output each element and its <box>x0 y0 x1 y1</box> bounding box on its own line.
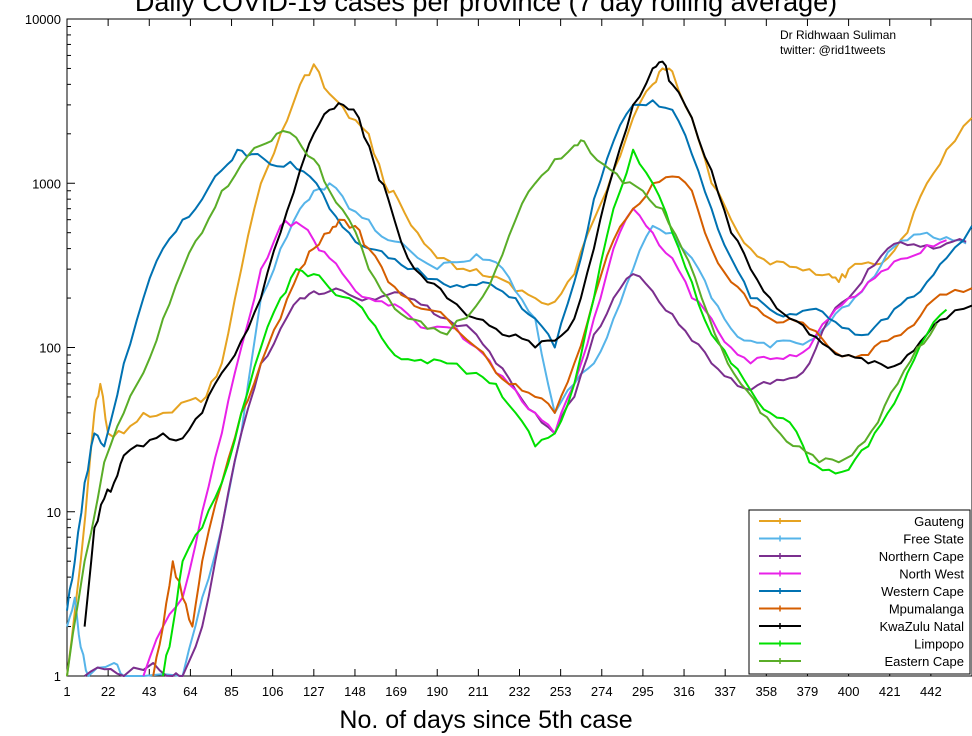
x-tick-label: 442 <box>920 684 942 699</box>
x-tick-label: 85 <box>224 684 238 699</box>
y-tick-label: 10 <box>47 505 61 520</box>
x-tick-label: 169 <box>385 684 407 699</box>
series-line-limpopo <box>162 148 948 677</box>
x-tick-label: 1 <box>63 684 70 699</box>
x-tick-label: 148 <box>344 684 366 699</box>
x-tick-label: 22 <box>101 684 115 699</box>
series-line-western-cape <box>66 99 972 611</box>
x-tick-label: 358 <box>755 684 777 699</box>
x-tick-label: 400 <box>838 684 860 699</box>
x-tick-label: 64 <box>183 684 197 699</box>
credit-author: Dr Ridhwaan Suliman <box>780 28 897 42</box>
x-tick-label: 232 <box>509 684 531 699</box>
series-line-north-west <box>142 207 947 677</box>
x-tick-label: 253 <box>550 684 572 699</box>
x-tick-label: 316 <box>673 684 695 699</box>
x-tick-label: 379 <box>797 684 819 699</box>
legend-label: Gauteng <box>914 514 964 529</box>
credit-twitter: twitter: @rid1tweets <box>780 43 886 57</box>
x-tick-label: 43 <box>142 684 156 699</box>
legend-label: Eastern Cape <box>885 654 965 669</box>
legend-label: Free State <box>903 532 964 547</box>
x-tick-label: 127 <box>303 684 325 699</box>
x-tick-label: 421 <box>879 684 901 699</box>
x-tick-label: 274 <box>591 684 613 699</box>
x-tick-label: 337 <box>714 684 736 699</box>
legend-label: Limpopo <box>914 637 964 652</box>
y-tick-label: 10000 <box>25 12 61 27</box>
y-tick-label: 1000 <box>32 176 61 191</box>
x-tick-label: 190 <box>426 684 448 699</box>
x-tick-label: 211 <box>468 684 489 699</box>
legend-label: KwaZulu Natal <box>879 619 964 634</box>
x-tick-label: 106 <box>262 684 284 699</box>
legend-label: Northern Cape <box>879 549 964 564</box>
series-line-gauteng <box>66 63 972 677</box>
legend-label: North West <box>899 567 964 582</box>
legend: Gauteng Free State Northern Cape North West… <box>748 509 971 675</box>
legend-label: Mpumalanga <box>889 602 965 617</box>
credit-text: Dr Ridhwaan Suliman twitter: @rid1tweets <box>780 28 896 58</box>
series-line-eastern-cape <box>66 130 938 677</box>
series-layer <box>66 60 972 677</box>
y-tick-label: 100 <box>39 341 61 356</box>
y-tick-label: 1 <box>54 669 61 684</box>
axes: 1 10 100 1000 10000 1 22 43 64 85 106 127 148 169 190 2… <box>25 12 972 699</box>
x-tick-label: 295 <box>632 684 654 699</box>
series-line-mpumalanga <box>152 175 972 677</box>
x-axis-label: No. of days since 5th case <box>339 706 633 734</box>
series-line-kwazulu-natal <box>83 60 972 627</box>
legend-box <box>748 509 971 675</box>
legend-label: Western Cape <box>881 584 964 599</box>
chart-title: Daily COVID-19 cases per province (7 day… <box>134 0 838 17</box>
